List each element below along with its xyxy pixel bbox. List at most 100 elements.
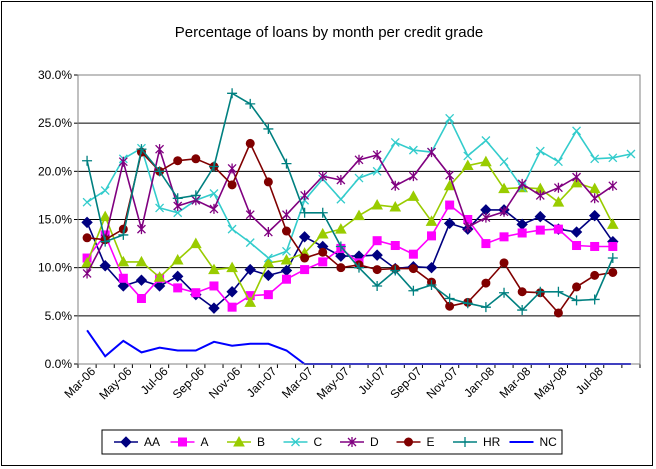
data-point (189, 237, 202, 249)
data-point (535, 225, 545, 235)
legend: AA A B C D E HR NC (101, 429, 563, 455)
data-point (316, 227, 329, 239)
data-point (336, 175, 346, 186)
data-point (227, 163, 237, 174)
data-point (227, 224, 237, 234)
legend-item-b: B (227, 435, 265, 449)
series-line (86, 92, 614, 312)
data-point (445, 200, 455, 210)
data-point (136, 224, 146, 235)
data-point (209, 189, 219, 198)
data-point (190, 190, 201, 201)
data-point (171, 253, 184, 265)
data-point (481, 136, 491, 145)
data-point (172, 270, 184, 283)
data-point (608, 241, 618, 251)
legend-item-a: A (170, 435, 209, 449)
data-point (318, 257, 328, 267)
data-point (480, 302, 491, 313)
series-nc (86, 329, 631, 365)
data-point (280, 253, 293, 265)
data-point (335, 250, 347, 262)
data-point (372, 236, 382, 246)
data-point (226, 261, 238, 273)
legend-label: NC (540, 435, 558, 449)
data-point (317, 207, 328, 218)
data-point (445, 170, 455, 181)
series-line (86, 209, 614, 310)
data-point (100, 236, 111, 247)
data-point (245, 209, 255, 220)
data-point (534, 210, 546, 223)
x-tick-label: Nov-07 (424, 364, 461, 401)
data-point (608, 267, 618, 277)
legend-label: AA (144, 435, 160, 449)
data-point (318, 247, 328, 257)
data-point (227, 88, 238, 99)
data-point (208, 302, 220, 314)
y-tick-label: 30.0% (38, 68, 72, 82)
data-point (291, 437, 300, 447)
data-point (208, 161, 219, 172)
data-point (372, 265, 382, 275)
series-line (86, 329, 631, 365)
data-point (100, 186, 110, 196)
data-point (570, 226, 583, 238)
data-point (226, 286, 238, 298)
data-point (463, 222, 473, 233)
data-point (81, 256, 93, 268)
data-point (389, 200, 402, 212)
data-point (427, 231, 437, 241)
data-point (135, 274, 148, 286)
data-point (82, 233, 92, 243)
data-point (408, 285, 419, 296)
x-tick-label: Jul-06 (138, 364, 171, 397)
x-tick-label: May-06 (96, 364, 134, 402)
data-point (263, 123, 274, 134)
y-tick-label: 5.0% (45, 309, 73, 323)
data-point (443, 179, 456, 191)
series-c (82, 113, 636, 263)
data-point (553, 157, 563, 167)
data-point (607, 253, 618, 264)
data-point (335, 241, 346, 252)
data-point (390, 180, 400, 191)
data-point (460, 437, 470, 447)
data-point (481, 212, 491, 223)
data-point (481, 239, 491, 249)
data-point (408, 171, 418, 182)
data-point (608, 180, 618, 191)
data-point (590, 154, 600, 164)
data-point (233, 435, 245, 447)
data-point (371, 199, 383, 210)
legend-item-aa: AA (114, 435, 160, 449)
x-tick-label: May-07 (314, 364, 352, 402)
data-point (407, 190, 420, 201)
data-point (262, 269, 275, 282)
y-tick-label: 20.0% (38, 164, 72, 178)
data-point (445, 113, 455, 123)
data-point (390, 241, 400, 251)
x-tick-label: Jul-08 (573, 364, 606, 397)
data-point (155, 203, 165, 213)
legend-label: B (257, 435, 265, 449)
data-point (517, 287, 527, 297)
data-point (461, 159, 474, 171)
data-point (426, 280, 437, 291)
data-point (117, 280, 130, 292)
data-point (535, 146, 545, 156)
data-point (118, 229, 129, 240)
data-point (82, 268, 92, 279)
data-point (553, 308, 563, 318)
data-point (517, 178, 527, 189)
data-point (153, 271, 166, 282)
data-point (155, 144, 165, 155)
data-point (281, 274, 291, 284)
data-point (244, 296, 257, 307)
data-point (227, 180, 237, 190)
legend-item-e: E (396, 435, 435, 449)
data-point (390, 137, 400, 147)
data-point (245, 238, 255, 248)
y-tick-label: 10.0% (38, 261, 72, 275)
